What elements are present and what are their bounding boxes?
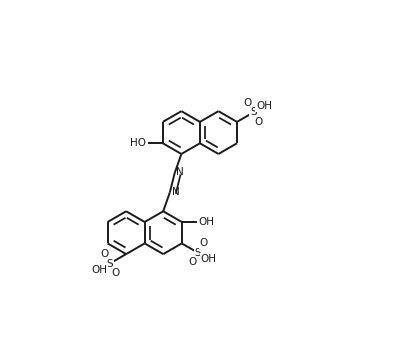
Text: N: N — [176, 167, 184, 177]
Text: HO: HO — [130, 138, 146, 148]
Text: OH: OH — [91, 264, 107, 275]
Text: OH: OH — [201, 254, 217, 264]
Text: O: O — [189, 258, 196, 268]
Text: OH: OH — [199, 217, 214, 227]
Text: N: N — [171, 187, 179, 197]
Text: S: S — [250, 108, 257, 118]
Text: S: S — [107, 259, 113, 269]
Text: O: O — [111, 268, 120, 278]
Text: O: O — [100, 249, 108, 259]
Text: O: O — [255, 117, 263, 127]
Text: O: O — [199, 238, 208, 248]
Text: OH: OH — [256, 101, 272, 111]
Text: S: S — [195, 248, 201, 258]
Text: O: O — [244, 98, 252, 108]
